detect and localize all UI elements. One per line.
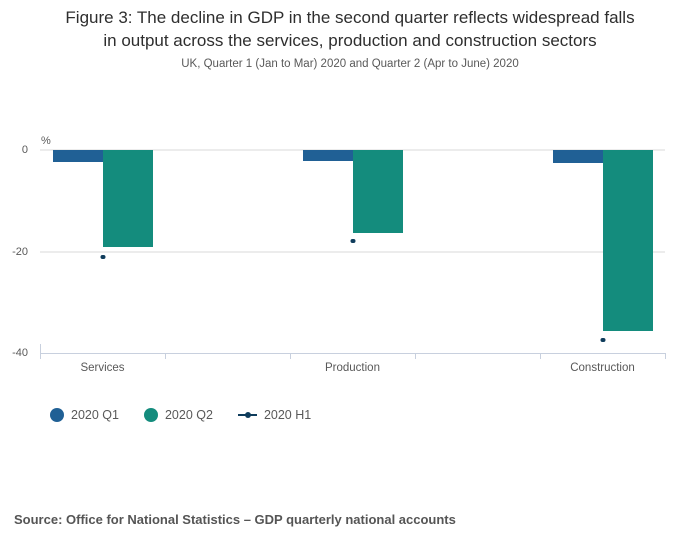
marker-2020-h1-services bbox=[100, 255, 106, 260]
chart-title: Figure 3: The decline in GDP in the seco… bbox=[65, 8, 635, 50]
x-axis-tick-3 bbox=[415, 353, 416, 359]
x-axis-tick-5 bbox=[665, 353, 666, 359]
bar-2020-q1-construction bbox=[553, 150, 603, 164]
y-axis-label--20: -20 bbox=[12, 245, 28, 258]
x-axis-category-services: Services bbox=[80, 362, 125, 374]
bar-2020-q1-production bbox=[303, 150, 353, 161]
x-axis-tick-2 bbox=[290, 353, 291, 359]
bar-2020-q2-construction bbox=[603, 150, 653, 332]
plot-area: % 0 -20 -40 Services Production Construction bbox=[12, 135, 666, 374]
bar-2020-q1-services bbox=[53, 150, 103, 162]
x-axis-tick-1 bbox=[165, 353, 166, 359]
x-axis-tick-4 bbox=[540, 353, 541, 359]
y-axis-unit-label: % bbox=[41, 135, 51, 147]
bar-2020-q2-production bbox=[353, 150, 403, 233]
x-axis-tick-0 bbox=[40, 344, 41, 359]
legend-h1-dash-dot-icon bbox=[237, 408, 257, 422]
marker-2020-h1-construction bbox=[600, 337, 606, 342]
legend-label-2020-h1: 2020 H1 bbox=[263, 408, 312, 422]
legend-item-2020-q1: 2020 Q1 bbox=[50, 408, 119, 422]
bar-2020-q2-services bbox=[103, 150, 153, 248]
legend-swatch-q1-icon bbox=[50, 408, 64, 422]
legend-label-2020-q1: 2020 Q1 bbox=[71, 408, 119, 422]
chart-subtitle: UK, Quarter 1 (Jan to Mar) 2020 and Quar… bbox=[181, 58, 519, 70]
legend-label-2020-q2: 2020 Q2 bbox=[164, 408, 213, 422]
source-text: Source: Office for National Statistics –… bbox=[14, 512, 456, 527]
x-axis-category-construction: Construction bbox=[570, 362, 635, 374]
gridline--20 bbox=[40, 251, 665, 252]
legend-swatch-q2-icon bbox=[143, 408, 158, 422]
marker-2020-h1-production bbox=[350, 239, 356, 244]
y-axis-label-0: 0 bbox=[21, 144, 28, 156]
x-axis-category-production: Production bbox=[325, 362, 380, 374]
y-axis-label--40: -40 bbox=[12, 347, 28, 359]
legend: 2020 Q1 2020 Q2 2020 H1 bbox=[50, 408, 336, 422]
legend-item-2020-q2: 2020 Q2 bbox=[143, 408, 213, 422]
legend-item-2020-h1: 2020 H1 bbox=[237, 408, 312, 422]
